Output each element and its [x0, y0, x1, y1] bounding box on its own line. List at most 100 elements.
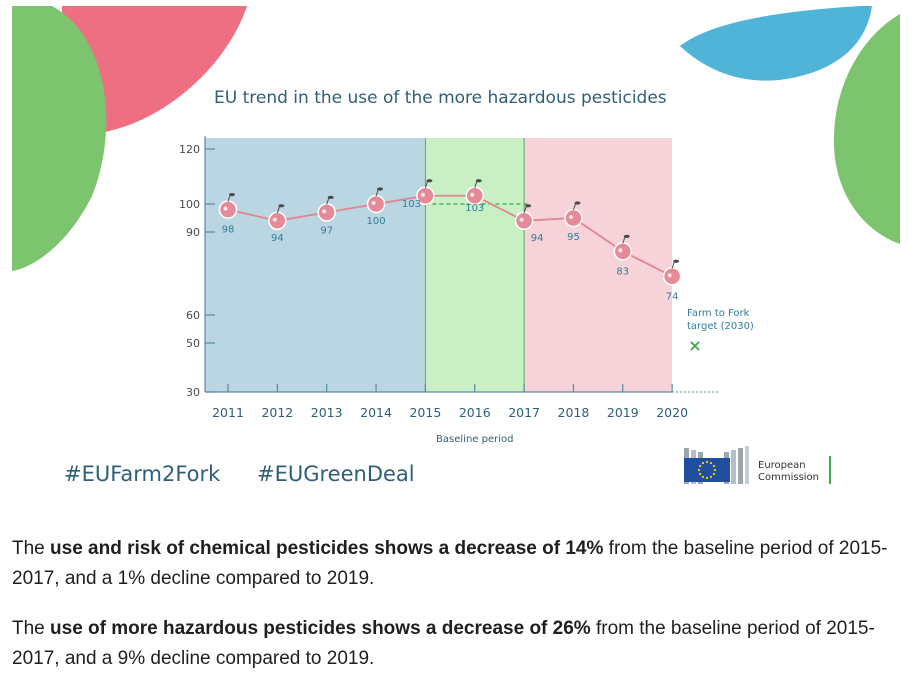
point-highlight-2	[322, 209, 327, 214]
point-sprout-icon-9	[673, 259, 680, 263]
period-band-0	[205, 138, 426, 392]
point-stem-0	[227, 195, 231, 202]
point-stem-8	[622, 237, 626, 244]
eu-star-0	[713, 468, 717, 472]
eu-star-8	[701, 461, 705, 465]
data-label-9: 74	[666, 291, 679, 302]
point-stem-2	[326, 198, 330, 205]
data-label-1: 94	[271, 233, 284, 244]
point-stem-6	[523, 206, 527, 213]
data-labels: 98 94 97 100 103 103 94 95 83 74	[222, 199, 679, 303]
european-commission-logo: European Commission	[684, 446, 831, 484]
hashtag-farm2fork: #EUFarm2Fork	[64, 462, 221, 486]
point-highlight-7	[568, 215, 573, 219]
data-label-2: 97	[320, 225, 333, 236]
infographic: EU trend in the use of the more hazardou…	[12, 6, 900, 500]
point-marker-1	[268, 211, 287, 231]
data-label-5: 103	[465, 203, 484, 214]
point-highlight-3	[371, 201, 376, 205]
paragraph-1-pre: The	[12, 538, 51, 559]
point-marker-5	[465, 186, 484, 205]
data-point-9	[662, 259, 682, 286]
x-tick-label-3: 2014	[360, 405, 392, 420]
y-tick-label-1: 50	[186, 337, 200, 350]
y-tick-label-4: 100	[179, 198, 200, 211]
green-leaf-right	[833, 14, 900, 244]
logo-accent-bar	[829, 456, 831, 484]
hashtag-greendeal: #EUGreenDeal	[257, 462, 415, 486]
x-tick-label-1: 2012	[261, 405, 293, 420]
chart: EU trend in the use of the more hazardou…	[12, 6, 900, 486]
pink-leaf	[62, 6, 247, 134]
x-tick-label-6: 2017	[508, 405, 540, 420]
target-marker: ×	[688, 336, 701, 355]
eu-star-2	[709, 475, 713, 479]
data-point-1	[268, 204, 287, 231]
decorative-leaves	[12, 6, 900, 271]
point-sprout-icon-7	[574, 201, 581, 205]
eu-star-11	[712, 464, 716, 468]
data-point-7	[564, 201, 583, 228]
point-sprout-icon-3	[377, 187, 384, 191]
paragraph-hazardous-pesticides: The use of more hazardous pesticides sho…	[12, 614, 892, 674]
x-ticks: 2011 2012 2013 2014 2015 2016 2017 2018 2019 2020	[212, 384, 688, 420]
paragraph-1-bold: use and risk of chemical pesticides show…	[50, 538, 604, 559]
point-highlight-5	[470, 192, 475, 197]
green-leaf-left	[12, 6, 107, 271]
point-marker-9	[662, 267, 682, 286]
data-point-3	[366, 187, 386, 214]
point-marker-7	[564, 208, 583, 228]
target-annotation: Farm to Fork target (2030) ×	[687, 308, 754, 355]
point-sprout-icon-2	[327, 195, 334, 199]
axes	[204, 136, 720, 393]
logo-line1: European	[758, 460, 806, 471]
y-ticks: 30 50 60 90 100 120	[179, 143, 215, 399]
point-stem-5	[474, 181, 478, 188]
data-label-3: 100	[367, 216, 386, 227]
point-marker-6	[514, 211, 534, 231]
eu-star-5	[698, 472, 702, 476]
data-label-4: 103	[402, 199, 421, 210]
x-tick-label-9: 2020	[656, 405, 688, 420]
point-highlight-4	[420, 192, 425, 197]
period-dividers	[424, 138, 525, 392]
point-stem-7	[572, 203, 576, 211]
x-tick-label-5: 2016	[459, 405, 491, 420]
target-label-line1: Farm to Fork	[687, 308, 750, 319]
eu-flag-icon	[684, 458, 730, 482]
eu-star-9	[705, 460, 709, 464]
period-band-1	[425, 138, 525, 392]
eu-star-10	[709, 461, 713, 465]
point-highlight-8	[618, 248, 623, 253]
point-highlight-6	[519, 217, 524, 222]
series-line-path	[227, 194, 673, 278]
point-highlight-9	[667, 273, 672, 278]
paragraph-pesticide-use-risk: The use and risk of chemical pesticides …	[12, 534, 892, 594]
point-sprout-icon-6	[525, 204, 532, 208]
x-tick-label-2: 2013	[311, 405, 343, 420]
target-label-line2: target (2030)	[687, 321, 754, 332]
eu-star-3	[705, 476, 709, 480]
x-tick-label-8: 2019	[607, 405, 639, 420]
period-band-2	[524, 138, 672, 392]
data-point-2	[317, 195, 336, 222]
blue-leaf	[680, 6, 872, 81]
data-label-6: 94	[531, 233, 544, 244]
point-stem-3	[375, 189, 379, 197]
eu-star-1	[712, 472, 716, 476]
point-stem-4	[424, 181, 428, 188]
point-sprout-icon-4	[426, 179, 433, 183]
y-tick-label-0: 30	[186, 386, 200, 399]
point-stem-1	[276, 206, 280, 213]
data-point-6	[514, 204, 534, 231]
point-marker-8	[613, 242, 633, 261]
eu-star-4	[701, 475, 705, 479]
period-bands	[205, 138, 672, 392]
data-point-0	[218, 193, 238, 219]
y-tick-label-2: 60	[186, 309, 200, 322]
paragraph-2-post: from the baseline period of 2015-2017, a…	[12, 618, 875, 669]
logo-line2: Commission	[758, 472, 819, 483]
x-tick-label-7: 2018	[558, 405, 590, 420]
data-points	[218, 179, 682, 286]
point-sprout-icon-0	[229, 193, 235, 197]
